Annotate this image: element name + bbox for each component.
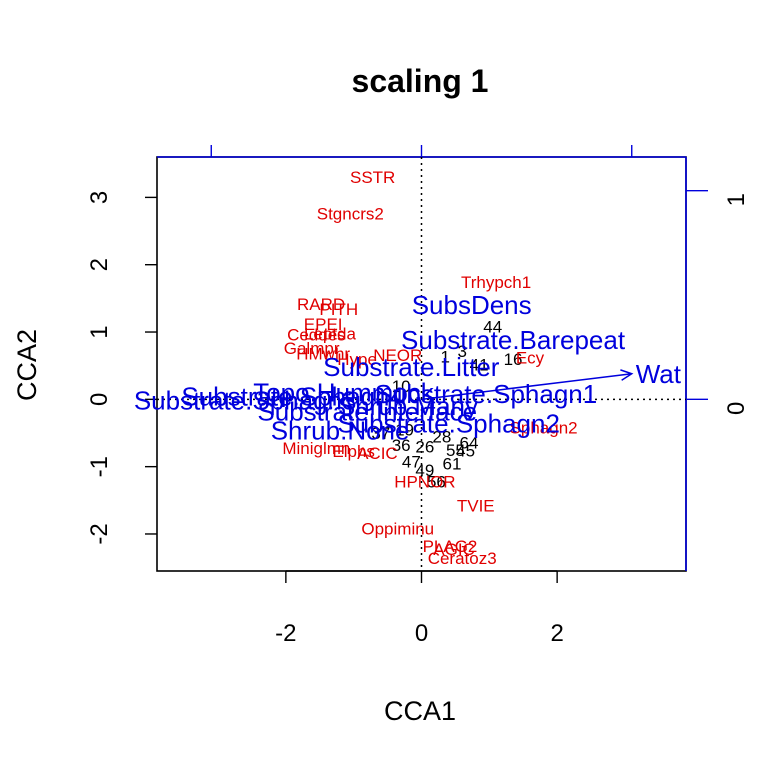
y-tick-label: 2: [86, 258, 113, 271]
site-point-label: 26: [415, 437, 434, 456]
species-point-label: HPNOR: [394, 472, 455, 491]
species-point-label: HMwhr: [296, 345, 350, 364]
site-point-label: 56: [427, 472, 446, 491]
env-variable-label: Shrub.Many: [338, 391, 478, 421]
x-axis-title: CCA1: [384, 696, 456, 726]
site-point-label: 10: [392, 377, 411, 396]
site-point-label: 36: [392, 436, 411, 455]
species-point-label: EPEI: [304, 315, 343, 334]
env-variable-label: Substrate.Sphagn4: [181, 382, 404, 412]
species-point-label: Stgncrs2: [317, 205, 384, 224]
species-point-label: AGIC: [433, 540, 475, 559]
species-point-label: Miniglmn: [282, 439, 350, 458]
species-point-label: Elphs: [332, 442, 375, 461]
y-tick-label: -1: [86, 456, 113, 477]
species-point-label: Hype: [337, 350, 377, 369]
env-variable-label: Substrate.Barepeat: [401, 325, 626, 355]
env-variable-label: Substrate.Litter: [323, 352, 500, 382]
env-variable-label: Substrate.Sphagn3: [134, 386, 357, 416]
env-variable-label: Substrate.Sphagn1: [375, 379, 598, 409]
site-point-label: 16: [504, 350, 523, 369]
env-arrow-line: [421, 373, 632, 401]
site-point-label: 44: [483, 318, 502, 337]
species-point-label: Trhypch1: [461, 273, 531, 292]
env-variable-label: Substrate.Sphagn2: [337, 409, 560, 439]
species-point-label: Oppiminu: [361, 520, 434, 539]
species-point-label: PLAG2: [423, 537, 478, 556]
site-point-label: 64: [460, 433, 479, 452]
env-variable-label: Topo.Hummock: [253, 378, 435, 408]
species-point-label: Ceratoz3: [428, 549, 497, 568]
site-point-label: 37: [371, 424, 390, 443]
chart-title: scaling 1: [352, 63, 489, 99]
species-point-label: Leptda: [304, 324, 357, 343]
site-point-label: 45: [456, 442, 475, 461]
site-point-label: 19: [395, 421, 414, 440]
env-arrow-head: [620, 369, 634, 381]
species-point-label: Ceddes: [287, 326, 346, 345]
y-tick-label: 1: [86, 325, 113, 338]
species-point-label: NEOR: [373, 346, 422, 365]
x-tick-label: -2: [275, 620, 296, 647]
right-axis-tick-label: 0: [723, 402, 750, 415]
site-point-label: 61: [443, 454, 462, 473]
right-axis-tick-label: 1: [723, 193, 750, 206]
site-point-label: 55: [446, 441, 465, 460]
species-point-label: Sphagn2: [510, 419, 578, 438]
site-point-label: 47: [402, 452, 421, 471]
species-point-label: SSTR: [350, 168, 395, 187]
species-point-label: RARD: [297, 295, 345, 314]
y-tick-label: 0: [86, 393, 113, 406]
species-point-label: Galmpr: [284, 339, 340, 358]
env-variable-label: Substrate.Interface: [257, 396, 477, 426]
site-point-label: 3: [457, 342, 466, 361]
x-tick-label: 0: [415, 620, 428, 647]
site-point-label: 1: [441, 347, 450, 366]
y-tick-label: 3: [86, 191, 113, 204]
y-tick-label: -2: [86, 523, 113, 544]
species-point-label: TVIE: [457, 497, 495, 516]
species-point-label: PITH: [319, 300, 358, 319]
y-axis-title: CCA2: [12, 329, 42, 401]
site-point-label: 28: [432, 427, 451, 446]
env-variable-label: SubsDens: [412, 290, 532, 320]
species-point-label: Ecy: [516, 349, 545, 368]
site-point-label: 49: [415, 461, 434, 480]
x-tick-label: 2: [550, 620, 563, 647]
env-variable-label: Wat: [636, 359, 682, 389]
env-variable-label: Shrub.None: [271, 415, 410, 445]
species-point-label: ACIC: [357, 444, 398, 463]
site-point-label: 41: [470, 355, 489, 374]
